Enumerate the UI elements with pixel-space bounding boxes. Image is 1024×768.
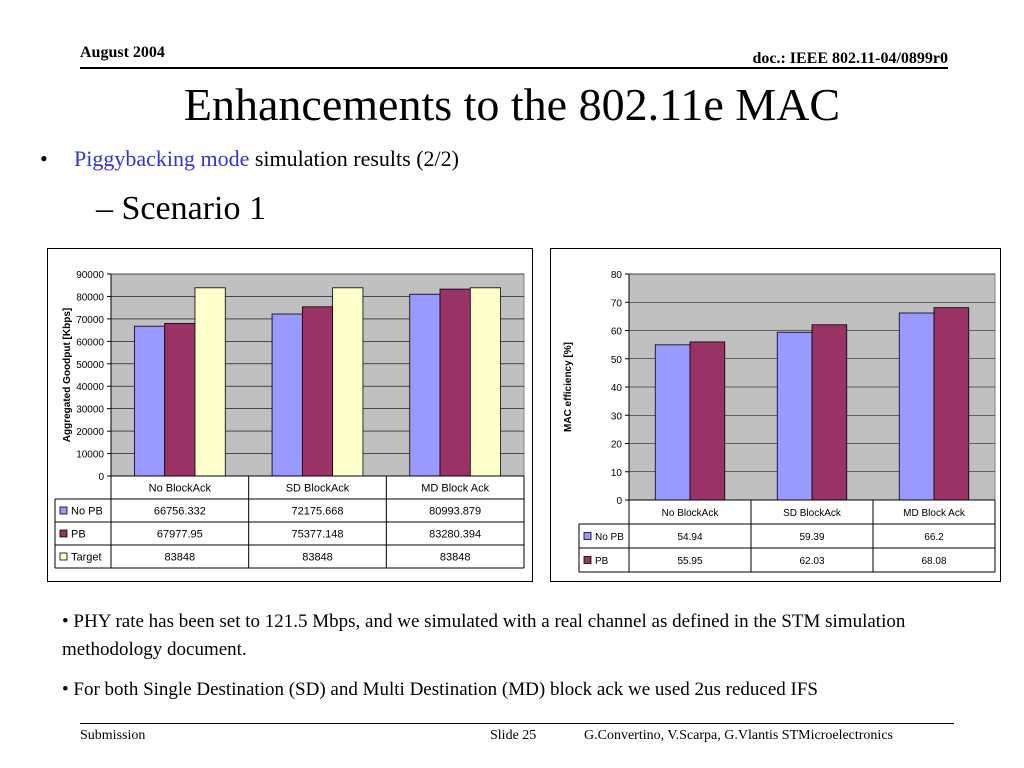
bar	[332, 287, 364, 477]
bullet-symbol: •	[40, 146, 48, 171]
mac-efficiency-chart-svg: 0 10 20 30 40 50 60 70 80 MAC efficiency [%] No Bl…	[563, 270, 996, 573]
goodput-chart-svg: 0 10000 20000 30000 40000 50000 60000 70000 8000…	[54, 270, 525, 569]
bar	[194, 287, 226, 477]
bar	[689, 341, 726, 501]
bar	[933, 307, 970, 501]
slide-title: Enhancements to the 802.11e MAC	[183, 79, 841, 130]
legend-label: PB	[595, 556, 609, 567]
legend-key	[59, 552, 68, 561]
data-label: 54.94	[677, 532, 702, 543]
bar	[439, 288, 471, 477]
y-tick-label: 10	[611, 468, 623, 479]
data-label: 55.95	[677, 556, 702, 567]
header-divider	[80, 67, 948, 69]
y-tick-label: 50000	[76, 360, 104, 371]
data-label: 83848	[165, 552, 196, 564]
x-category-label: SD BlockAck	[783, 508, 842, 519]
notes: • PHY rate has been set to 121.5 Mbps, a…	[62, 608, 982, 716]
y-tick-label: 40000	[76, 382, 104, 393]
data-label: 75377.148	[292, 529, 344, 541]
bar	[654, 344, 691, 501]
goodput-chart: 0 10000 20000 30000 40000 50000 60000 70000 8000…	[47, 248, 533, 582]
bar	[301, 306, 334, 477]
y-tick-label: 80	[611, 270, 623, 281]
y-tick-label: 60	[611, 327, 623, 338]
data-label: 59.39	[799, 532, 824, 543]
bar	[271, 313, 303, 477]
bar	[409, 293, 441, 477]
y-tick-label: 90000	[76, 270, 104, 281]
bullet-highlight: Piggybacking mode	[74, 146, 250, 171]
header-doc-id: doc.: IEEE 802.11-04/0899r0	[752, 50, 948, 67]
footer-slide-number: Slide 25	[490, 728, 537, 743]
y-tick-label: 60000	[76, 337, 104, 348]
x-category-label: SD BlockAck	[286, 483, 350, 495]
x-category-label: MD Block Ack	[421, 483, 489, 495]
mac-efficiency-chart: 0 10 20 30 40 50 60 70 80 MAC efficiency [%] No Bl…	[550, 248, 1001, 582]
sub-bullet-scenario: – Scenario 1	[96, 190, 266, 227]
bar	[134, 325, 166, 477]
legend-label: Target	[71, 552, 102, 564]
x-category-label: MD Block Ack	[903, 508, 966, 519]
bar	[164, 323, 196, 477]
data-label: 83848	[302, 552, 333, 564]
data-label: 62.03	[799, 556, 824, 567]
y-tick-label: 30	[611, 411, 623, 422]
legend-label: PB	[71, 529, 86, 541]
legend-key	[583, 532, 592, 540]
legend-label: No PB	[71, 506, 103, 518]
bar	[469, 287, 501, 477]
y-tick-label: 70	[611, 298, 623, 309]
y-tick-label: 30000	[76, 405, 104, 416]
data-label: 68.08	[921, 556, 946, 567]
bar	[776, 331, 813, 501]
y-tick-label: 20000	[76, 427, 104, 438]
x-category-label: No BlockAck	[149, 483, 212, 495]
footer-submission: Submission	[80, 728, 146, 743]
data-label: 66.2	[924, 532, 944, 543]
footer-divider	[80, 723, 954, 724]
bar	[898, 312, 935, 501]
bullet-text: simulation results (2/2)	[249, 146, 459, 171]
legend-key	[59, 506, 68, 515]
note-reduced-ifs: • For both Single Destination (SD) and M…	[62, 679, 818, 700]
legend-label: No PB	[595, 532, 624, 543]
data-label: 66756.332	[154, 506, 206, 518]
data-label: 80993.879	[429, 506, 481, 518]
data-label: 72175.668	[292, 506, 344, 518]
bar	[811, 324, 848, 501]
header-date: August 2004	[80, 44, 165, 61]
data-label: 83280.394	[429, 529, 481, 541]
y-tick-label: 0	[98, 472, 104, 483]
y-tick-label: 20	[611, 440, 623, 451]
y-axis-label: MAC efficiency [%]	[563, 342, 574, 432]
y-axis-label: Aggregated Goodput [Kbps]	[62, 308, 73, 442]
legend-key	[583, 556, 592, 564]
x-category-label: No BlockAck	[662, 508, 720, 519]
y-tick-label: 70000	[76, 315, 104, 326]
bullet-main: • Piggybacking mode simulation results (2…	[40, 146, 459, 172]
y-tick-label: 50	[611, 355, 623, 366]
y-tick-label: 80000	[76, 292, 104, 303]
y-tick-label: 0	[616, 496, 622, 507]
legend-key	[59, 529, 68, 538]
data-label: 67977.95	[157, 529, 203, 541]
y-tick-label: 10000	[76, 450, 104, 461]
footer-authors: G.Convertino, V.Scarpa, G.Vlantis STMicr…	[584, 728, 893, 743]
note-phy-rate: • PHY rate has been set to 121.5 Mbps, a…	[62, 611, 906, 660]
data-label: 83848	[440, 552, 471, 564]
y-tick-label: 40	[611, 383, 623, 394]
